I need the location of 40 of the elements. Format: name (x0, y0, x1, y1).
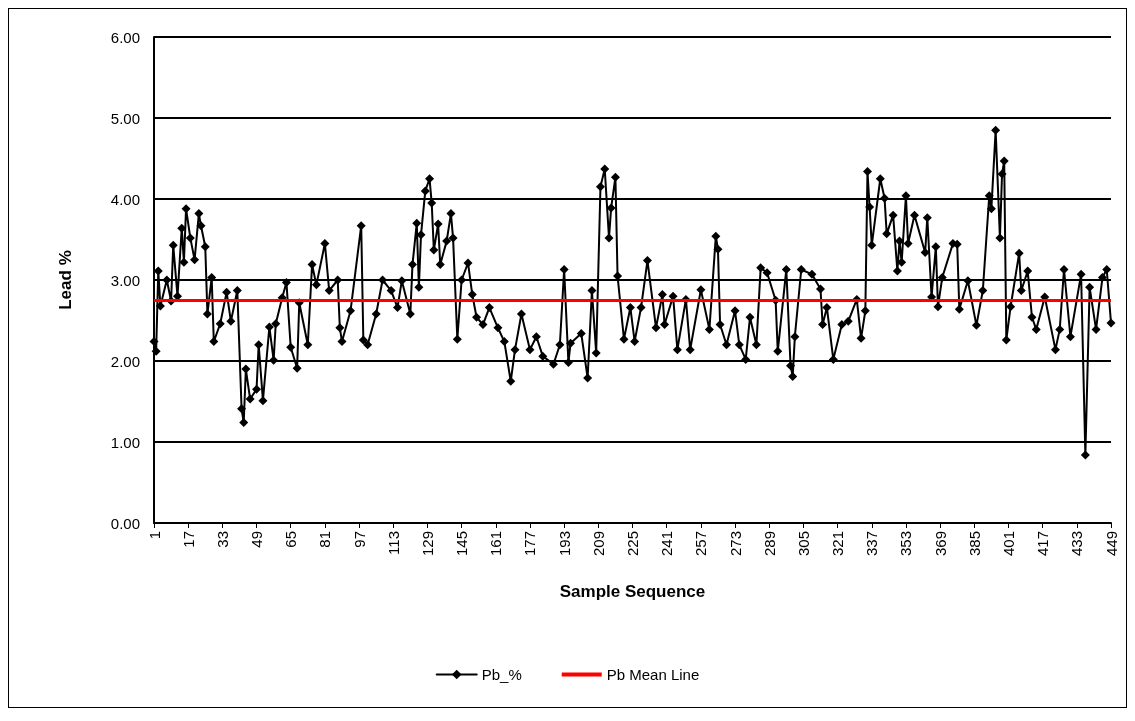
y-tick-label: 5.00 (110, 109, 140, 127)
x-tick-label: 289 (760, 531, 778, 557)
x-tick-label: 225 (624, 531, 641, 557)
x-tick-label: 97 (350, 531, 368, 548)
x-tick-label: 321 (829, 531, 847, 557)
x-tick-label: 209 (589, 531, 607, 557)
x-tick-label: 193 (555, 531, 573, 557)
x-tick-label: 161 (487, 531, 505, 557)
x-tick-label: 49 (248, 531, 266, 548)
x-tick-label: 129 (418, 531, 436, 557)
y-tick-label: 0.00 (110, 514, 140, 532)
x-tick-label: 337 (863, 531, 881, 557)
y-tick-label: 6.00 (110, 28, 140, 46)
x-tick-label: 177 (521, 531, 539, 557)
x-tick-label: 401 (999, 531, 1017, 557)
legend-label: Pb Mean Line (606, 666, 700, 683)
x-tick-label: 81 (316, 531, 334, 548)
x-tick-label: 241 (658, 531, 676, 557)
x-tick-label: 385 (965, 531, 983, 557)
x-tick-label: 1 (145, 531, 163, 540)
y-tick-label: 3.00 (110, 271, 140, 289)
x-tick-label: 369 (931, 531, 949, 557)
x-tick-label: 33 (213, 531, 231, 548)
x-tick-label: 433 (1068, 531, 1086, 557)
y-tick-label: 1.00 (110, 433, 140, 451)
x-tick-label: 353 (897, 531, 915, 557)
x-tick-label: 273 (726, 531, 744, 557)
x-tick-label: 113 (384, 531, 402, 555)
x-tick-label: 417 (1034, 531, 1052, 557)
x-tick-label: 257 (692, 531, 710, 557)
x-tick-label: 17 (179, 531, 197, 548)
x-tick-label: 145 (453, 531, 471, 557)
x-tick-label: 65 (282, 531, 300, 548)
y-tick-label: 4.00 (110, 190, 140, 208)
y-tick-label: 2.00 (110, 352, 140, 370)
legend-label: Pb_% (481, 666, 522, 683)
x-tick-label: 449 (1102, 531, 1120, 557)
y-axis-title: Lead % (56, 250, 75, 310)
x-tick-label: 305 (794, 531, 812, 557)
x-axis-title: Sample Sequence (559, 582, 706, 601)
